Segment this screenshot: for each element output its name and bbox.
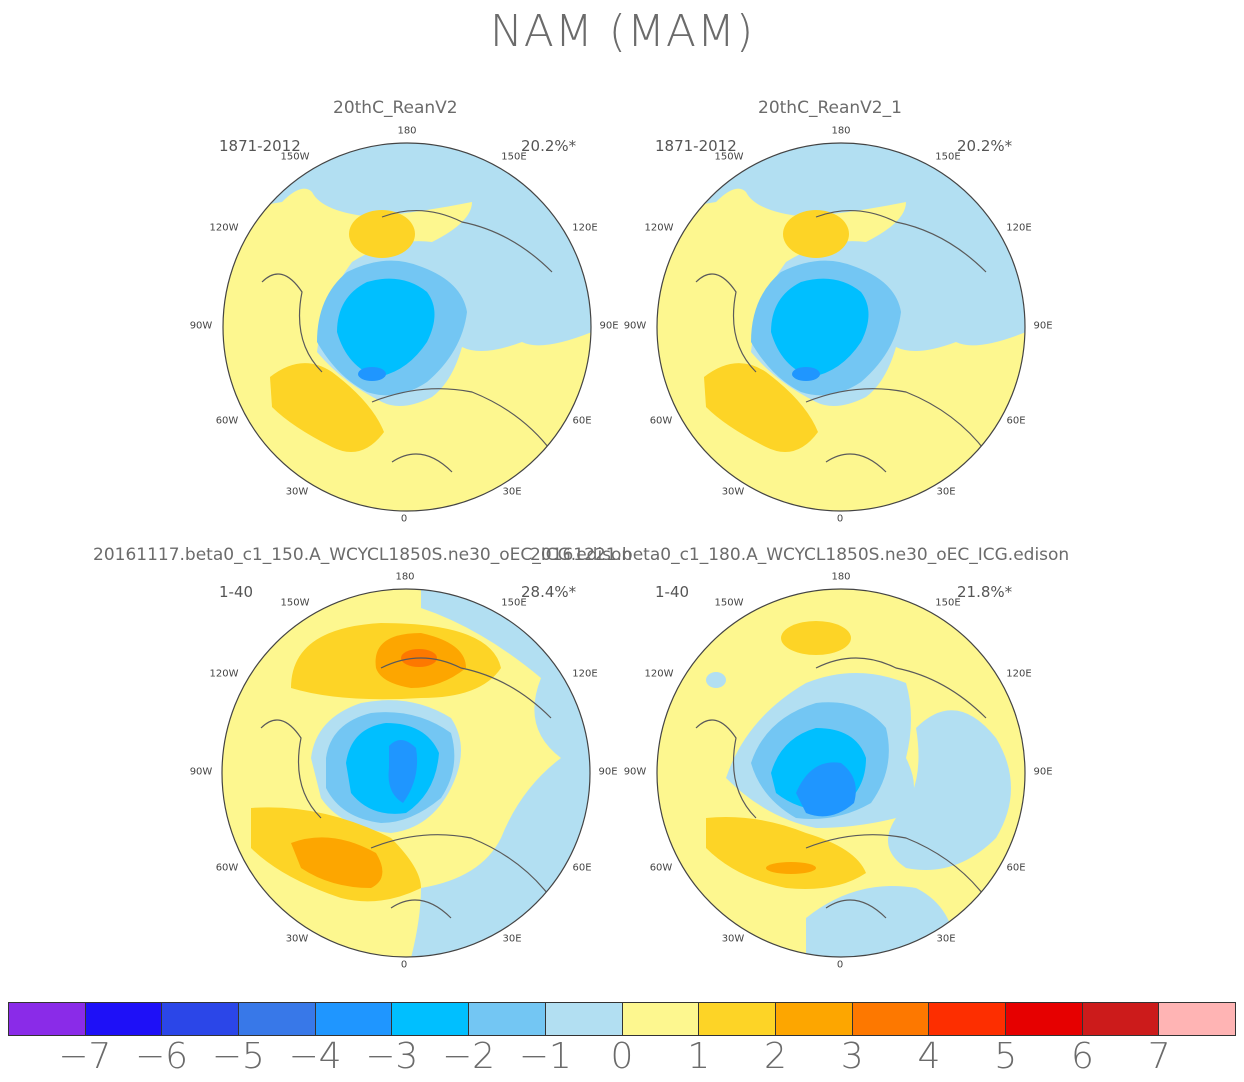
panel-2-lon-label: 120E (1006, 222, 1032, 234)
colorbar-swatch (775, 1003, 853, 1035)
colorbar-swatch (162, 1003, 240, 1035)
panel-4-variance: 21.8%* (957, 583, 1013, 601)
colorbar-swatch (1159, 1003, 1235, 1035)
panel-2-map (656, 142, 1026, 512)
panel-4-lon-label: 90E (1033, 766, 1053, 778)
panel-3-lon-label: 60E (572, 862, 592, 874)
colorbar-tick-label: 4 (917, 1036, 941, 1077)
panel-2-lon-label: 60W (649, 415, 673, 427)
panel-4-years: 1-40 (655, 583, 690, 601)
panel-4-lon-label: 180 (831, 571, 851, 583)
colorbar-tick-label: 1 (687, 1036, 711, 1077)
figure-title: NAM (MAM) (489, 6, 755, 57)
colorbar-tick-label: −7 (58, 1036, 112, 1077)
panel-4-title: 20161221.beta0_c1_180.A_WCYCL1850S.ne30_… (530, 545, 1070, 565)
colorbar-tick-label: −2 (441, 1036, 496, 1077)
colorbar-tick-label: 7 (1147, 1036, 1171, 1077)
panel-3-title: 20161117.beta0_c1_150.A_WCYCL1850S.ne30_… (93, 545, 633, 565)
colorbar-labels: −7 −6 −5 −4 −3 −2 −1 0 1 2 3 4 5 6 7 (8, 1036, 1236, 1080)
panel-2-lon-label: 30E (936, 486, 956, 498)
panel-3-lon-label: 180 (395, 571, 415, 583)
colorbar-tick-label: 2 (764, 1036, 787, 1077)
colorbar-swatch (699, 1003, 776, 1035)
panel-4-lon-label: 120E (1006, 668, 1032, 680)
panel-2-lon-label: 180 (831, 125, 851, 137)
panel-2-lon-label: 150E (935, 151, 961, 163)
colorbar-tick-label: −4 (288, 1036, 342, 1077)
colorbar-tick-label: 6 (1071, 1036, 1094, 1077)
colorbar-swatch (315, 1003, 393, 1035)
colorbar-swatch (1005, 1003, 1083, 1035)
panel-2-lon-label: 60E (1006, 415, 1026, 427)
colorbar-swatch (392, 1003, 470, 1035)
colorbar-tick-label: −3 (365, 1036, 419, 1077)
colorbar-swatch (622, 1003, 700, 1035)
panel-4-lon-label: 30W (721, 933, 745, 945)
panel-2-lon-label: 90W (623, 320, 647, 332)
panel-2-title: 20thC_ReanV2_1 (758, 98, 902, 118)
panel-1-lon-label: 30W (285, 486, 309, 498)
panel-3-lon-label: 90E (598, 766, 618, 778)
panel-3-map (221, 588, 591, 958)
panel-4-lon-label: 150E (935, 597, 961, 609)
panel-1-lon-label: 180 (397, 125, 417, 137)
panel-3-years: 1-40 (219, 583, 254, 601)
colorbar-tick-label: 0 (610, 1036, 634, 1077)
panel-3-lon-label: 120W (209, 668, 239, 680)
panel-4-lon-label: 60W (649, 862, 673, 874)
colorbar-swatch (1082, 1003, 1160, 1035)
panel-1-lon-label: 120W (209, 222, 239, 234)
panel-2-lon-label: 150W (714, 151, 744, 163)
panel-4-lon-label: 120W (644, 668, 674, 680)
panel-2-lon-label: 120W (644, 222, 674, 234)
panel-4-map (656, 588, 1026, 958)
panel-4-lon-label: 30E (936, 933, 956, 945)
colorbar-tick-label: −5 (211, 1036, 265, 1077)
panel-3-lon-label: 150E (501, 597, 527, 609)
panel-3-variance: 28.4%* (521, 583, 577, 601)
panel-4-lon-label: 60E (1006, 862, 1026, 874)
panel-1-lon-label: 120E (572, 222, 598, 234)
panel-2-lon-label: 90E (1033, 320, 1053, 332)
colorbar (8, 1002, 1236, 1036)
panel-1-title: 20thC_ReanV2 (333, 98, 458, 118)
colorbar-swatch (9, 1003, 86, 1035)
panel-1-lon-label: 0 (400, 513, 408, 525)
panel-3-lon-label: 90W (189, 766, 213, 778)
colorbar-tick-label: 3 (840, 1036, 864, 1077)
colorbar-tick-label: 5 (994, 1036, 1018, 1077)
colorbar-tick-label: −1 (518, 1036, 572, 1077)
colorbar-tick-label: −6 (134, 1036, 189, 1077)
panel-1-variance: 20.2%* (521, 137, 577, 155)
panel-3-lon-label: 0 (400, 959, 408, 971)
panel-3-lon-label: 30E (502, 933, 522, 945)
panel-2-lon-label: 0 (836, 513, 844, 525)
panel-1-lon-label: 90E (599, 320, 619, 332)
panel-1-map (222, 142, 592, 512)
panel-1-years: 1871-2012 (219, 137, 301, 155)
colorbar-swatch (929, 1003, 1006, 1035)
panel-2-lon-label: 30W (721, 486, 745, 498)
panel-3-lon-label: 30W (285, 933, 309, 945)
colorbar-swatch (545, 1003, 623, 1035)
panel-1-lon-label: 150E (501, 151, 527, 163)
colorbar-swatch (239, 1003, 316, 1035)
colorbar-swatch (85, 1003, 163, 1035)
panel-2-years: 1871-2012 (655, 137, 737, 155)
panel-1-lon-label: 60W (215, 415, 239, 427)
panel-1-lon-label: 60E (572, 415, 592, 427)
panel-1-lon-label: 30E (502, 486, 522, 498)
colorbar-swatch (852, 1003, 930, 1035)
panel-1-lon-label: 150W (280, 151, 310, 163)
panel-1-lon-label: 90W (189, 320, 213, 332)
panel-2-variance: 20.2%* (957, 137, 1013, 155)
panel-4-lon-label: 150W (714, 597, 744, 609)
panel-3-lon-label: 60W (215, 862, 239, 874)
colorbar-swatch (469, 1003, 546, 1035)
panel-4-lon-label: 90W (623, 766, 647, 778)
panel-4-lon-label: 0 (836, 959, 844, 971)
panel-3-lon-label: 120E (572, 668, 598, 680)
panel-3-lon-label: 150W (280, 597, 310, 609)
